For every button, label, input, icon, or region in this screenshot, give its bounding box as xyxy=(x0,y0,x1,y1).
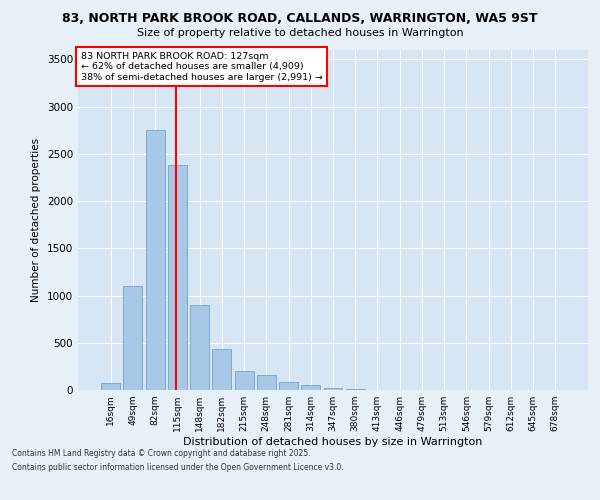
Bar xyxy=(146,130,164,390)
Bar xyxy=(257,375,276,390)
Text: 83 NORTH PARK BROOK ROAD: 127sqm
← 62% of detached houses are smaller (4,909)
38: 83 NORTH PARK BROOK ROAD: 127sqm ← 62% o… xyxy=(80,52,322,82)
Text: Contains HM Land Registry data © Crown copyright and database right 2025.: Contains HM Land Registry data © Crown c… xyxy=(12,448,311,458)
Bar xyxy=(190,305,209,390)
Bar xyxy=(212,350,231,390)
Bar xyxy=(124,286,142,390)
Text: Contains public sector information licensed under the Open Government Licence v3: Contains public sector information licen… xyxy=(12,464,344,472)
X-axis label: Distribution of detached houses by size in Warrington: Distribution of detached houses by size … xyxy=(184,437,482,447)
Bar xyxy=(101,384,120,390)
Bar xyxy=(346,389,365,390)
Y-axis label: Number of detached properties: Number of detached properties xyxy=(31,138,41,302)
Bar xyxy=(235,371,254,390)
Bar xyxy=(168,165,187,390)
Bar xyxy=(279,382,298,390)
Text: Size of property relative to detached houses in Warrington: Size of property relative to detached ho… xyxy=(137,28,463,38)
Bar xyxy=(323,388,343,390)
Text: 83, NORTH PARK BROOK ROAD, CALLANDS, WARRINGTON, WA5 9ST: 83, NORTH PARK BROOK ROAD, CALLANDS, WAR… xyxy=(62,12,538,26)
Bar xyxy=(301,386,320,390)
